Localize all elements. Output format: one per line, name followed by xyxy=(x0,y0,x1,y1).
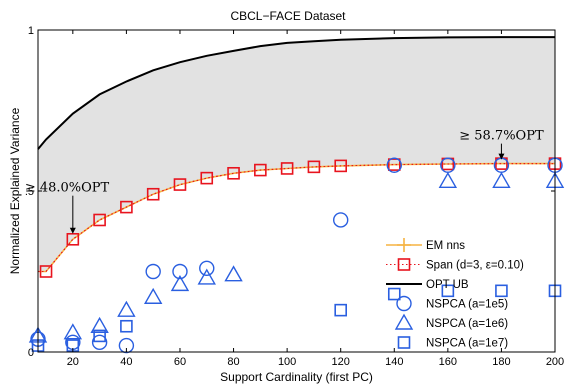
axes: 20 40 60 80 100 120 140 160 180 200 0 .5 1 xyxy=(25,25,564,368)
data-point xyxy=(172,263,188,280)
data-point xyxy=(63,323,83,340)
x-tick-label: 40 xyxy=(120,356,132,368)
annotation-arrowhead xyxy=(498,153,505,160)
legend-marker xyxy=(396,295,412,312)
data-point xyxy=(143,287,163,304)
data-point xyxy=(280,162,294,175)
legend-item: NSPCA (a=1e7) xyxy=(397,336,508,350)
series-line xyxy=(37,36,555,150)
data-point xyxy=(120,200,133,214)
data-point xyxy=(334,159,347,173)
legend-item: NSPCA (a=1e6) xyxy=(394,313,508,330)
x-tick-label: 200 xyxy=(546,356,564,368)
x-tick-label: 180 xyxy=(492,356,510,368)
series-line xyxy=(45,163,555,272)
legend-marker xyxy=(397,258,411,271)
x-axis-label: Support Cardinality (first PC) xyxy=(220,370,373,384)
data-point xyxy=(173,178,187,191)
annotation-arrowhead xyxy=(69,227,76,234)
series-2 xyxy=(37,36,555,150)
data-point xyxy=(224,265,243,282)
data-point xyxy=(386,157,402,173)
data-point xyxy=(199,260,215,276)
legend-item: Span (d=3, ε=0.10) xyxy=(386,258,524,272)
legend-marker xyxy=(397,336,411,349)
x-tick-label: 140 xyxy=(385,356,403,368)
legend-label: OPT UB xyxy=(426,279,469,291)
shaded-region xyxy=(38,37,555,272)
y-tick-label: .5 xyxy=(25,186,34,198)
legend-marker xyxy=(397,238,411,252)
legend-label: Span (d=3, ε=0.10) xyxy=(426,260,524,272)
x-tick-label: 60 xyxy=(174,356,186,368)
data-point xyxy=(117,300,136,317)
data-point xyxy=(197,268,216,285)
legend-label: NSPCA (a=1e6) xyxy=(426,318,508,330)
data-point xyxy=(146,187,160,201)
data-point xyxy=(492,171,511,189)
chart-title: CBCL−FACE Dataset xyxy=(230,9,346,23)
legend-item: OPT UB xyxy=(386,279,469,291)
x-tick-label: 80 xyxy=(227,356,239,368)
legend-label: NSPCA (a=1e7) xyxy=(426,338,508,350)
data-point xyxy=(334,303,347,317)
legend-label: NSPCA (a=1e5) xyxy=(426,299,508,311)
x-tick-label: 100 xyxy=(278,356,296,368)
legend-label: EM nns xyxy=(426,240,465,252)
annotation-label: ≥ 58.7%OPT xyxy=(459,129,544,144)
data-point xyxy=(441,284,455,298)
data-point xyxy=(118,337,135,354)
data-point xyxy=(200,171,214,185)
data-point xyxy=(145,263,161,280)
data-point xyxy=(254,163,267,177)
data-point xyxy=(227,166,240,180)
y-tick-label: 1 xyxy=(28,25,34,37)
data-point xyxy=(387,287,401,301)
data-point xyxy=(39,265,53,278)
x-tick-label: 160 xyxy=(439,356,457,368)
data-point xyxy=(332,212,349,228)
annotations: ≥ 58.7%OPT ≥ 48.0%OPT xyxy=(25,129,544,234)
data-point xyxy=(66,233,80,246)
data-point xyxy=(307,160,321,174)
x-tick-label: 20 xyxy=(67,356,79,368)
legend: EM nns Span (d=3, ε=0.10) OPT UB NSPCA (a=1… xyxy=(386,238,524,350)
data-point xyxy=(170,274,190,292)
data-point xyxy=(90,316,109,333)
data-point xyxy=(120,319,133,333)
data-point xyxy=(93,329,106,343)
legend-item: EM nns xyxy=(386,238,465,252)
data-point xyxy=(387,158,401,171)
y-axis-label: Normalized Explained Variance xyxy=(8,107,22,274)
y-tick-label: 0 xyxy=(28,347,34,359)
data-point xyxy=(438,171,458,189)
data-point xyxy=(91,334,108,351)
legend-item: NSPCA (a=1e5) xyxy=(396,295,508,312)
data-point xyxy=(495,284,508,298)
data-point xyxy=(93,213,106,227)
annotation-label: ≥ 48.0%OPT xyxy=(25,181,110,196)
x-tick-label: 120 xyxy=(332,356,350,368)
legend-marker xyxy=(394,313,414,330)
